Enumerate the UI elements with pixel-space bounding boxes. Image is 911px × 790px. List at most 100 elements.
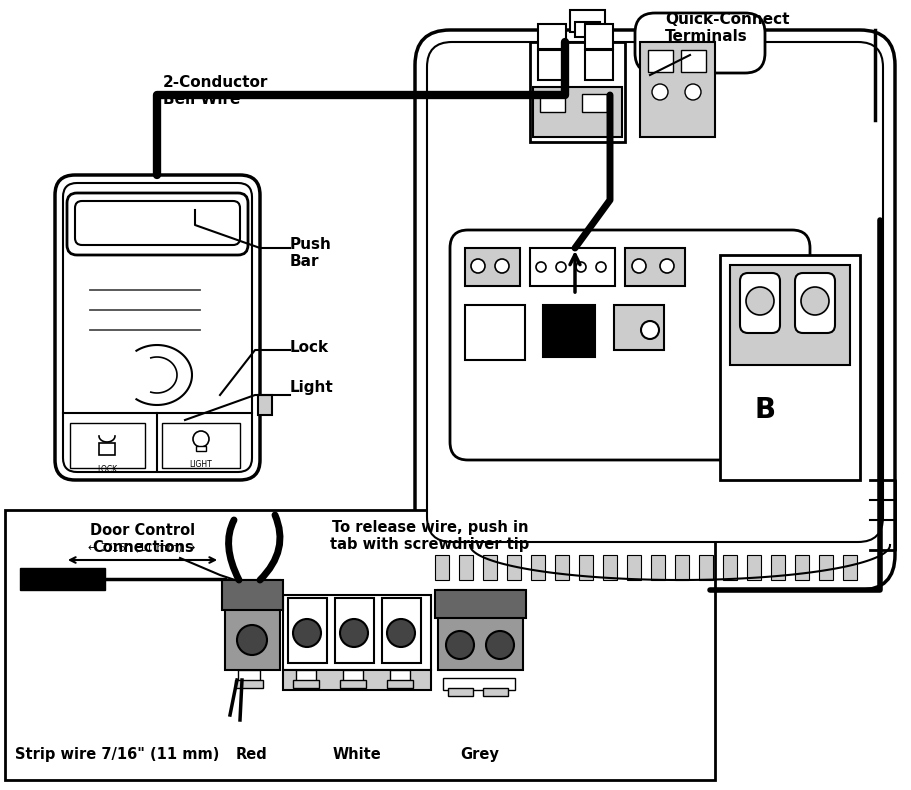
Bar bbox=[458, 555, 473, 580]
Bar bbox=[99, 443, 115, 455]
Text: Lock: Lock bbox=[290, 340, 329, 355]
Bar bbox=[465, 305, 525, 360]
Text: To release wire, push in
tab with screwdriver tip: To release wire, push in tab with screwd… bbox=[330, 520, 529, 552]
Bar bbox=[578, 555, 592, 580]
Text: White: White bbox=[333, 747, 381, 762]
Circle shape bbox=[470, 259, 485, 273]
FancyBboxPatch shape bbox=[67, 193, 248, 255]
Bar bbox=[719, 255, 859, 480]
Bar bbox=[794, 555, 808, 580]
Bar bbox=[282, 595, 431, 670]
Bar bbox=[390, 670, 410, 682]
Circle shape bbox=[445, 631, 474, 659]
Bar bbox=[698, 555, 712, 580]
Bar bbox=[162, 423, 240, 468]
Bar bbox=[624, 248, 684, 286]
Bar bbox=[722, 555, 736, 580]
FancyBboxPatch shape bbox=[739, 273, 779, 333]
Bar bbox=[537, 24, 566, 49]
Bar bbox=[483, 688, 507, 696]
Circle shape bbox=[556, 262, 566, 272]
Circle shape bbox=[386, 619, 415, 647]
Circle shape bbox=[640, 321, 659, 339]
FancyBboxPatch shape bbox=[794, 273, 834, 333]
Bar bbox=[443, 678, 515, 690]
Bar bbox=[225, 580, 280, 670]
Text: B: B bbox=[753, 396, 774, 424]
Bar bbox=[386, 680, 413, 688]
Bar bbox=[650, 555, 664, 580]
Bar bbox=[483, 555, 496, 580]
Bar bbox=[5, 510, 714, 780]
Text: Grey: Grey bbox=[460, 747, 499, 762]
Bar bbox=[529, 42, 624, 142]
Bar bbox=[382, 598, 421, 663]
Circle shape bbox=[237, 625, 267, 655]
Bar bbox=[674, 555, 688, 580]
FancyBboxPatch shape bbox=[634, 13, 764, 73]
Bar bbox=[842, 555, 856, 580]
Text: LIGHT: LIGHT bbox=[189, 460, 212, 469]
Bar bbox=[584, 50, 612, 80]
Bar bbox=[613, 305, 663, 350]
FancyBboxPatch shape bbox=[55, 175, 260, 480]
Bar bbox=[447, 688, 473, 696]
Bar bbox=[20, 568, 105, 590]
Bar bbox=[681, 50, 705, 72]
Bar bbox=[196, 446, 206, 451]
Bar bbox=[282, 670, 431, 690]
Text: Red: Red bbox=[236, 747, 268, 762]
Bar bbox=[465, 248, 519, 286]
Circle shape bbox=[684, 84, 701, 100]
Bar bbox=[770, 555, 784, 580]
Bar bbox=[288, 598, 327, 663]
Bar bbox=[537, 50, 566, 80]
Bar bbox=[437, 590, 522, 670]
Bar bbox=[818, 555, 832, 580]
Bar bbox=[258, 395, 271, 415]
Bar bbox=[530, 555, 545, 580]
Bar bbox=[555, 555, 568, 580]
Bar bbox=[435, 590, 526, 618]
Text: Quick-Connect
Terminals: Quick-Connect Terminals bbox=[664, 12, 789, 44]
Circle shape bbox=[495, 259, 508, 273]
Text: Strip wire 7/16" (11 mm): Strip wire 7/16" (11 mm) bbox=[15, 747, 220, 762]
Circle shape bbox=[745, 287, 773, 315]
Circle shape bbox=[292, 619, 321, 647]
Bar bbox=[296, 670, 315, 682]
Bar bbox=[334, 598, 374, 663]
Circle shape bbox=[660, 259, 673, 273]
FancyBboxPatch shape bbox=[449, 230, 809, 460]
Text: LOCK: LOCK bbox=[97, 465, 117, 474]
Bar bbox=[581, 94, 607, 112]
Circle shape bbox=[800, 287, 828, 315]
Text: Light: Light bbox=[290, 380, 333, 395]
Circle shape bbox=[193, 431, 209, 447]
Bar bbox=[529, 248, 614, 286]
Circle shape bbox=[486, 631, 514, 659]
Bar bbox=[746, 555, 760, 580]
Bar bbox=[340, 680, 365, 688]
FancyBboxPatch shape bbox=[415, 30, 894, 590]
Bar bbox=[70, 423, 145, 468]
FancyBboxPatch shape bbox=[63, 183, 251, 472]
Bar bbox=[435, 555, 448, 580]
Circle shape bbox=[576, 262, 586, 272]
Bar bbox=[627, 555, 640, 580]
Text: Door Control
Connections: Door Control Connections bbox=[90, 523, 195, 555]
FancyBboxPatch shape bbox=[75, 201, 240, 245]
Bar bbox=[640, 42, 714, 137]
Bar bbox=[729, 265, 849, 365]
Bar bbox=[343, 670, 363, 682]
Bar bbox=[602, 555, 617, 580]
Circle shape bbox=[651, 84, 667, 100]
Circle shape bbox=[340, 619, 368, 647]
Circle shape bbox=[596, 262, 605, 272]
FancyBboxPatch shape bbox=[426, 42, 882, 542]
Bar bbox=[539, 94, 565, 112]
Bar bbox=[507, 555, 520, 580]
Bar bbox=[584, 24, 612, 49]
Circle shape bbox=[536, 262, 546, 272]
Text: 2-Conductor
Bell Wire: 2-Conductor Bell Wire bbox=[163, 75, 268, 107]
Bar bbox=[532, 87, 621, 137]
